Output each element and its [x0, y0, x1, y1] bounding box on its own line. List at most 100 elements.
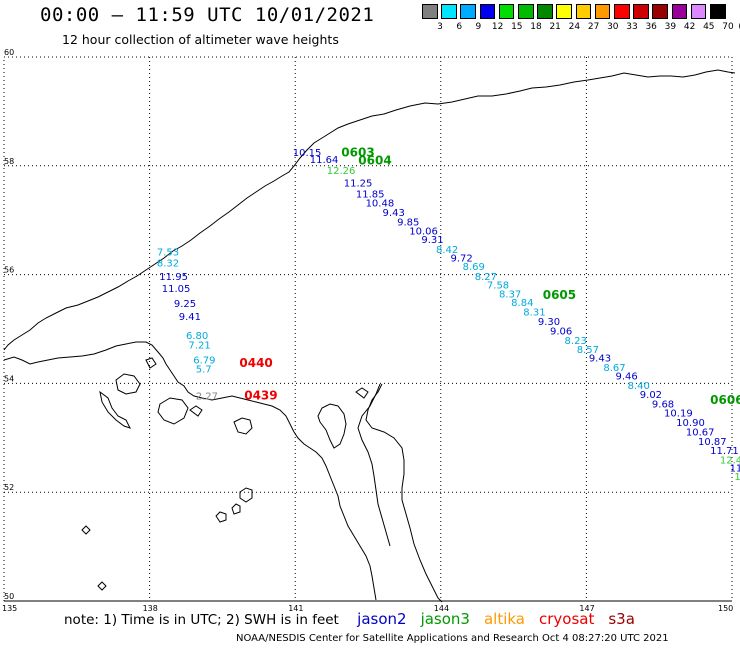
wave-height-value: 8.42: [436, 245, 458, 256]
wave-height-value: 9.02: [640, 390, 662, 401]
page-subtitle: 12 hour collection of altimeter wave hei…: [62, 32, 339, 47]
wave-height-value: 11.95: [159, 272, 188, 283]
wave-height-value: 9.43: [383, 208, 405, 219]
wave-height-value: 9.30: [538, 317, 560, 328]
satellite-legend-item: cryosat: [539, 610, 595, 628]
wave-height-value: 11.64: [310, 155, 339, 166]
lon-label: 141: [288, 604, 303, 613]
wave-height-value: 2.27: [196, 392, 218, 403]
lat-label: 54: [4, 374, 14, 383]
wave-height-value: 8.57: [577, 345, 599, 356]
satellite-legend-item: jason3: [420, 610, 470, 628]
wave-height-value: 10.19: [664, 409, 693, 420]
wave-height-value: 8.37: [499, 289, 521, 300]
scale-label: 30: [607, 22, 619, 32]
lat-label: 56: [4, 266, 14, 275]
lon-label: 147: [579, 604, 594, 613]
lat-lon-grid: 60 58 56 54 52 50 135 138 141 144 147 150: [2, 48, 733, 613]
credit-line: NOAA/NESDIS Center for Satellite Applica…: [236, 633, 669, 644]
scale-swatch: [441, 4, 457, 19]
lower-coast: [3, 341, 377, 601]
satellite-legend-item: s3a: [608, 610, 635, 628]
scale-label: 6: [456, 22, 463, 32]
scale-swatch: [575, 4, 592, 19]
small-island-6: [81, 525, 91, 535]
wave-height-value: 8.40: [628, 381, 650, 392]
scale-swatch: [518, 4, 534, 19]
wave-height-value: 9.06: [550, 326, 572, 337]
wave-height-value: 7.21: [188, 341, 210, 352]
scale-swatch: [614, 4, 630, 19]
lon-label: 150: [718, 604, 733, 613]
map-frame: [3, 56, 733, 602]
small-island-9: [355, 387, 369, 399]
scale-label: 45: [703, 22, 715, 32]
wave-height-value: 10.15: [293, 148, 322, 159]
wave-height-value: 8.23: [565, 336, 587, 347]
lon-label: 138: [143, 604, 158, 613]
scale-swatch: [460, 4, 476, 19]
lat-label: 50: [4, 592, 14, 601]
wave-height-value: 9.31: [421, 235, 443, 246]
wave-height-value: 12.: [734, 472, 740, 483]
wave-height-value: 9.68: [652, 399, 674, 410]
small-island-3: [231, 503, 241, 515]
scale-label: 39: [664, 22, 677, 32]
wave-height-value: 6.79: [193, 355, 215, 366]
shantar-island: [115, 373, 141, 395]
scale-swatch: [422, 4, 438, 19]
small-island-2: [239, 487, 253, 503]
satellite-legend: jason2 jason3 altika cryosat s3a: [357, 610, 649, 628]
wave-height-value: 8.69: [463, 262, 485, 273]
mainland-coast: [3, 69, 736, 351]
footer-note: note: 1) Time is in UTC; 2) SWH is in fe…: [64, 610, 663, 628]
wave-height-value: 12.26: [327, 166, 356, 177]
scale-label: 9: [475, 22, 482, 32]
coastline: [3, 69, 736, 603]
scale-label: 3: [437, 22, 443, 32]
sakhalin-west: [357, 383, 391, 547]
wave-height-value: 6.80: [186, 331, 208, 342]
wave-height-value: 7.58: [487, 281, 509, 292]
scale-swatch: [556, 4, 572, 19]
scale-label: 12: [491, 22, 504, 32]
wave-height-value: 9.72: [451, 254, 473, 265]
satellite-legend-item: altika: [483, 610, 525, 628]
scale-label: 33: [626, 22, 638, 32]
wave-height-value: 10.90: [676, 418, 705, 429]
scale-swatch: [690, 4, 707, 19]
scale-swatch: [479, 4, 496, 19]
wave-height-value: 11.05: [162, 284, 191, 295]
scale-swatch: [652, 4, 668, 19]
pass-time-label: 0605: [543, 288, 576, 302]
lon-label: 144: [434, 604, 449, 613]
scale-label: 42: [683, 22, 696, 32]
wave-height-value: 10.67: [686, 428, 715, 439]
sakhalin-coast: [365, 383, 443, 603]
scale-label: 18: [530, 22, 542, 32]
wave-height-value: 11.25: [344, 178, 373, 189]
scale-label: 15: [511, 22, 523, 32]
bay-inner: [317, 403, 347, 449]
wave-height-value: 5.7: [196, 365, 212, 376]
scale-swatch: [594, 4, 611, 19]
wave-height-value: 8.84: [511, 298, 533, 309]
wave-height-value: 8.27: [475, 272, 497, 283]
scale-swatch: [498, 4, 515, 19]
lat-label: 58: [4, 157, 14, 166]
scale-swatch: [633, 4, 649, 19]
scale-label: 36: [645, 22, 657, 32]
pass-time-label: 0606: [710, 393, 740, 407]
wave-height-value: 11.71: [710, 446, 739, 457]
wave-height-value: 7.53: [157, 248, 179, 259]
scale-swatch: [710, 4, 726, 19]
page-title: 00:00 – 11:59 UTC 10/01/2021: [40, 4, 375, 26]
scale-label: 27: [587, 22, 600, 32]
scale-label: 21: [549, 22, 561, 32]
wave-height-value: 9.41: [179, 312, 201, 323]
small-island-1: [233, 417, 253, 435]
wave-height-value: 8.67: [603, 363, 625, 374]
small-island-5: [189, 405, 203, 417]
